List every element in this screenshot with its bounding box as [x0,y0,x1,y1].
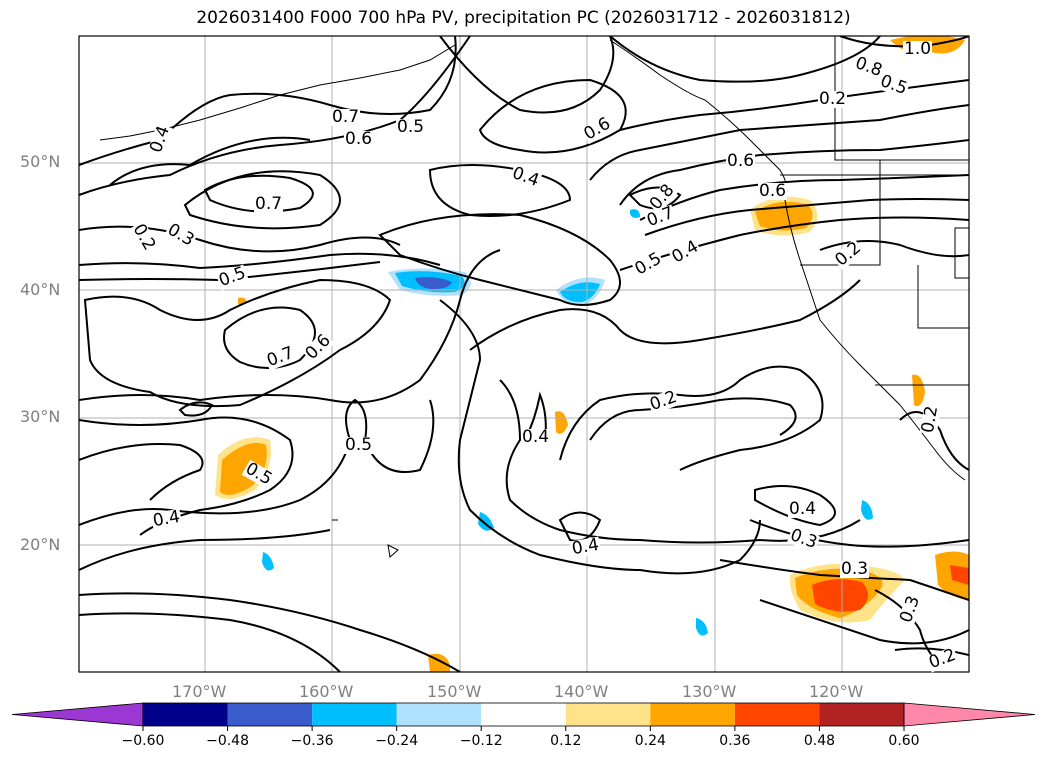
contour-label: 0.2 [917,403,943,436]
colorbar-tick-label: −0.36 [290,733,334,749]
colorbar-box [227,703,313,726]
contour-label: 1.0 [903,39,933,59]
colorbar-box [312,703,397,726]
lon-label-140w: 140°W [554,682,609,701]
colorbar-tick-label: 0.12 [550,733,582,749]
lon-label-160w: 160°W [299,682,354,701]
contour-label: 0.5 [344,435,374,455]
contour-label: 0.4 [788,499,818,519]
lat-label-50: 50°N [20,152,61,171]
contour-label: 0.2 [818,89,848,109]
colorbar [11,702,1036,731]
colorbar-box [481,703,566,726]
contour-label: 0.7 [331,107,361,127]
colorbar-tick-label: −0.24 [375,733,419,749]
lat-label-40: 40°N [20,280,61,299]
contour-label: 0.7 [254,194,284,214]
colorbar-tick-label: 0.24 [634,733,666,749]
map-title: 2026031400 F000 700 hPa PV, precipitatio… [196,8,851,28]
contour-label: 0.4 [569,534,602,560]
lat-label-30: 30°N [20,407,61,426]
contour-label: 0.6 [726,151,756,171]
contour-label: 0.6 [758,181,788,201]
lon-label-170w: 170°W [172,682,227,701]
colorbar-box [565,703,651,726]
contour-label: 0.4 [150,506,183,532]
colorbar-box [143,703,228,726]
colorbar-tick-label: 0.60 [888,733,920,749]
lat-label-20: 20°N [20,535,61,554]
colorbar-tick-label: 0.48 [803,733,836,749]
colorbar-box [819,703,904,726]
colorbar-box [650,703,735,726]
colorbar-box [734,703,820,726]
colorbar-extend-high [903,702,1036,727]
colorbar-extend-low [11,702,144,727]
colorbar-tick-label: −0.60 [121,733,165,749]
colorbar-box [396,703,482,726]
contour-label: 0.6 [344,129,374,149]
colorbar-tick-label: −0.48 [206,733,249,749]
lon-label-150w: 150°W [427,682,482,701]
lon-label-120w: 120°W [809,682,864,701]
colorbar-tick-label: −0.12 [459,733,503,749]
contour-label: 0.4 [521,427,551,447]
contour-label: 0.5 [396,117,426,137]
lon-label-130w: 130°W [682,682,737,701]
contour-label: 0.3 [840,559,870,579]
colorbar-tick-label: 0.36 [719,733,751,749]
